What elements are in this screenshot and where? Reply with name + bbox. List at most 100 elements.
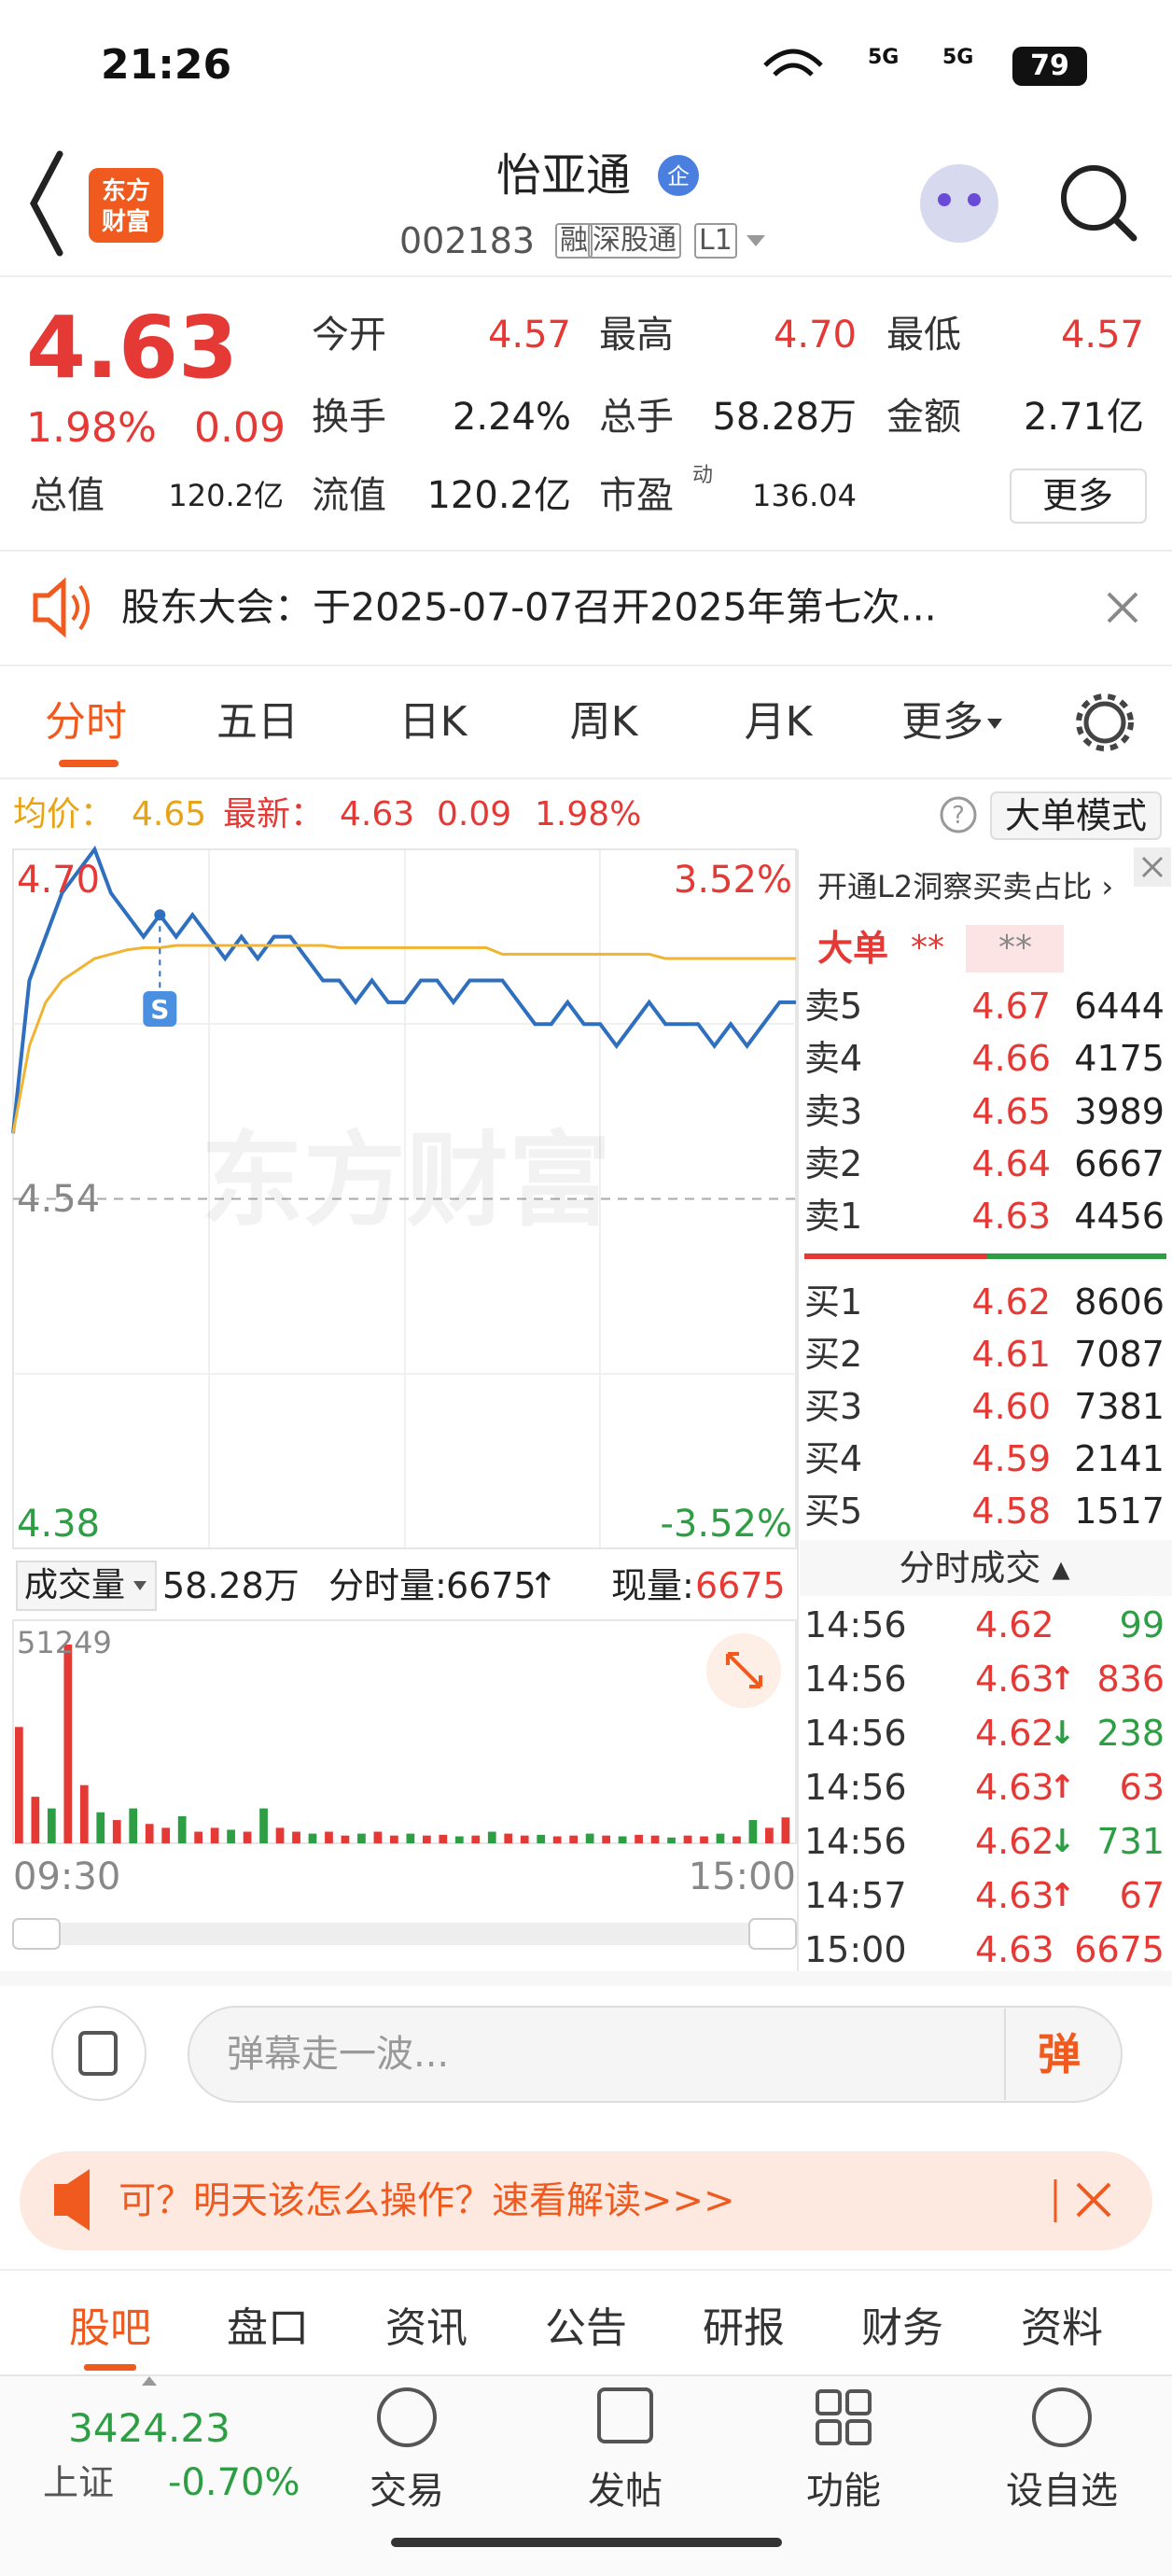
sub-tab[interactable]: 公告 [545, 2304, 627, 2352]
sub-tab[interactable]: 资讯 [385, 2304, 467, 2352]
book-price: 4.67 [971, 986, 1051, 1027]
help-icon[interactable] [940, 796, 977, 833]
volume-bar [145, 1824, 154, 1843]
sub-tab[interactable]: 财务 [861, 2304, 943, 2352]
y2-tick-label: 3.52% [673, 859, 792, 902]
volume-bar [471, 1835, 481, 1843]
function-icon [845, 2419, 872, 2445]
close-banner[interactable] [1076, 2182, 1111, 2218]
more-text[interactable]: 更多 [1041, 475, 1114, 516]
network: 5G [942, 46, 974, 69]
volume-bar [667, 1837, 676, 1843]
volume-bar [487, 1831, 496, 1843]
book-volume: 7381 [1074, 1386, 1165, 1427]
field-value: 4.57 [487, 314, 571, 357]
trade-icon[interactable] [377, 2387, 437, 2447]
sub-tab[interactable]: 研报 [703, 2304, 785, 2352]
assistant-eye [968, 193, 981, 206]
tab[interactable]: 五日 [216, 698, 299, 746]
volume-bar [650, 1835, 660, 1843]
volume-bar [520, 1835, 529, 1843]
mode-text[interactable]: 大单模式 [1004, 795, 1148, 836]
comment-placeholder[interactable]: 弹幕走一波... [227, 2033, 450, 2076]
tag: 融 [555, 223, 593, 259]
function-icon[interactable] [816, 2389, 842, 2415]
scrollbar[interactable] [13, 1923, 796, 1945]
scroll-handle[interactable] [748, 1918, 797, 1950]
watchlist-icon[interactable] [1032, 2387, 1092, 2447]
book-price: 4.63 [971, 1196, 1051, 1237]
close-notice[interactable] [1107, 592, 1138, 623]
volume-selector[interactable] [16, 1561, 157, 1611]
field-label: 总值 [30, 474, 105, 517]
book-label: 卖3 [804, 1091, 863, 1132]
settings-icon[interactable] [1083, 701, 1126, 744]
mode-button[interactable] [990, 791, 1162, 840]
l2-promo[interactable]: 开通L2洞察买卖占比 › [817, 869, 1114, 904]
danmaku-settings[interactable] [51, 2006, 146, 2101]
nav-item[interactable]: 发帖 [588, 2470, 663, 2513]
marker-text: S [150, 994, 170, 1025]
book-label: 卖2 [804, 1143, 863, 1184]
banner-text[interactable]: 可？明天该怎么操作？速看解读>>> [119, 2179, 735, 2222]
tab[interactable]: 日K [398, 698, 467, 746]
volume-bar [210, 1827, 219, 1843]
field-label: 流值 [312, 474, 386, 517]
change: 0.09 [194, 404, 286, 452]
big-order: 大单 [817, 928, 889, 969]
scroll-handle[interactable] [12, 1918, 61, 1950]
notice-text[interactable]: 股东大会：于2025-07-07召开2025年第七次... [121, 584, 937, 630]
trade-volume: 63 [1119, 1767, 1165, 1808]
volume-bar [31, 1797, 40, 1843]
post-icon[interactable] [597, 2387, 653, 2443]
trade-time: 14:57 [804, 1875, 907, 1916]
book-volume: 6444 [1074, 986, 1165, 1027]
sub-tab[interactable]: 盘口 [227, 2304, 309, 2352]
now-vol-label: 现量: [611, 1565, 694, 1606]
more-button[interactable] [1010, 469, 1147, 524]
volume-title[interactable]: 成交量 [24, 1566, 126, 1604]
badge [658, 155, 699, 196]
trade-time: 14:56 [804, 1767, 907, 1808]
tab[interactable]: 更多 [901, 698, 984, 746]
nav-item[interactable]: 功能 [806, 2470, 881, 2513]
subtab-underline [84, 2364, 136, 2371]
volume-bar [177, 1815, 187, 1843]
trade-arrow: ↓ [1049, 1715, 1076, 1752]
book-price: 4.60 [971, 1386, 1051, 1427]
dropdown [987, 719, 1002, 729]
latest-value: 4.63 [340, 795, 415, 833]
danmaku-button[interactable]: 弹 [1038, 2029, 1081, 2079]
banner[interactable] [20, 2151, 1152, 2250]
book-label: 买5 [804, 1491, 863, 1532]
price-line [11, 944, 796, 1134]
dropdown[interactable] [746, 235, 765, 246]
tab[interactable]: 周K [569, 698, 638, 746]
nav-item[interactable]: 设自选 [1006, 2470, 1118, 2513]
volume-bar [161, 1827, 171, 1843]
trade-price: 4.63 [975, 1767, 1054, 1808]
nav-item[interactable]: 交易 [370, 2470, 444, 2513]
tab[interactable]: 分时 [45, 698, 127, 746]
book-volume: 6667 [1074, 1143, 1165, 1184]
y-tick-label: 51249 [17, 1625, 112, 1660]
battery-level: 79 [1030, 49, 1069, 82]
book-volume: 3989 [1074, 1091, 1165, 1132]
book-label: 买3 [804, 1386, 863, 1427]
back-icon[interactable] [30, 150, 63, 257]
comment-input[interactable] [188, 2006, 1123, 2103]
search-icon[interactable] [1061, 165, 1126, 231]
sub-tab[interactable]: 股吧 [69, 2304, 151, 2352]
trade-volume: 238 [1096, 1713, 1165, 1754]
book-price: 4.66 [971, 1038, 1051, 1079]
price-line [11, 845, 796, 1134]
sub-tab[interactable]: 资料 [1021, 2304, 1103, 2352]
assistant-avatar[interactable] [920, 164, 998, 243]
tab[interactable]: 月K [744, 698, 813, 746]
volume-bar [292, 1831, 300, 1843]
clock: 21:26 [101, 41, 232, 89]
last-price: 4.63 [26, 298, 238, 398]
help-text: ? [952, 802, 965, 830]
